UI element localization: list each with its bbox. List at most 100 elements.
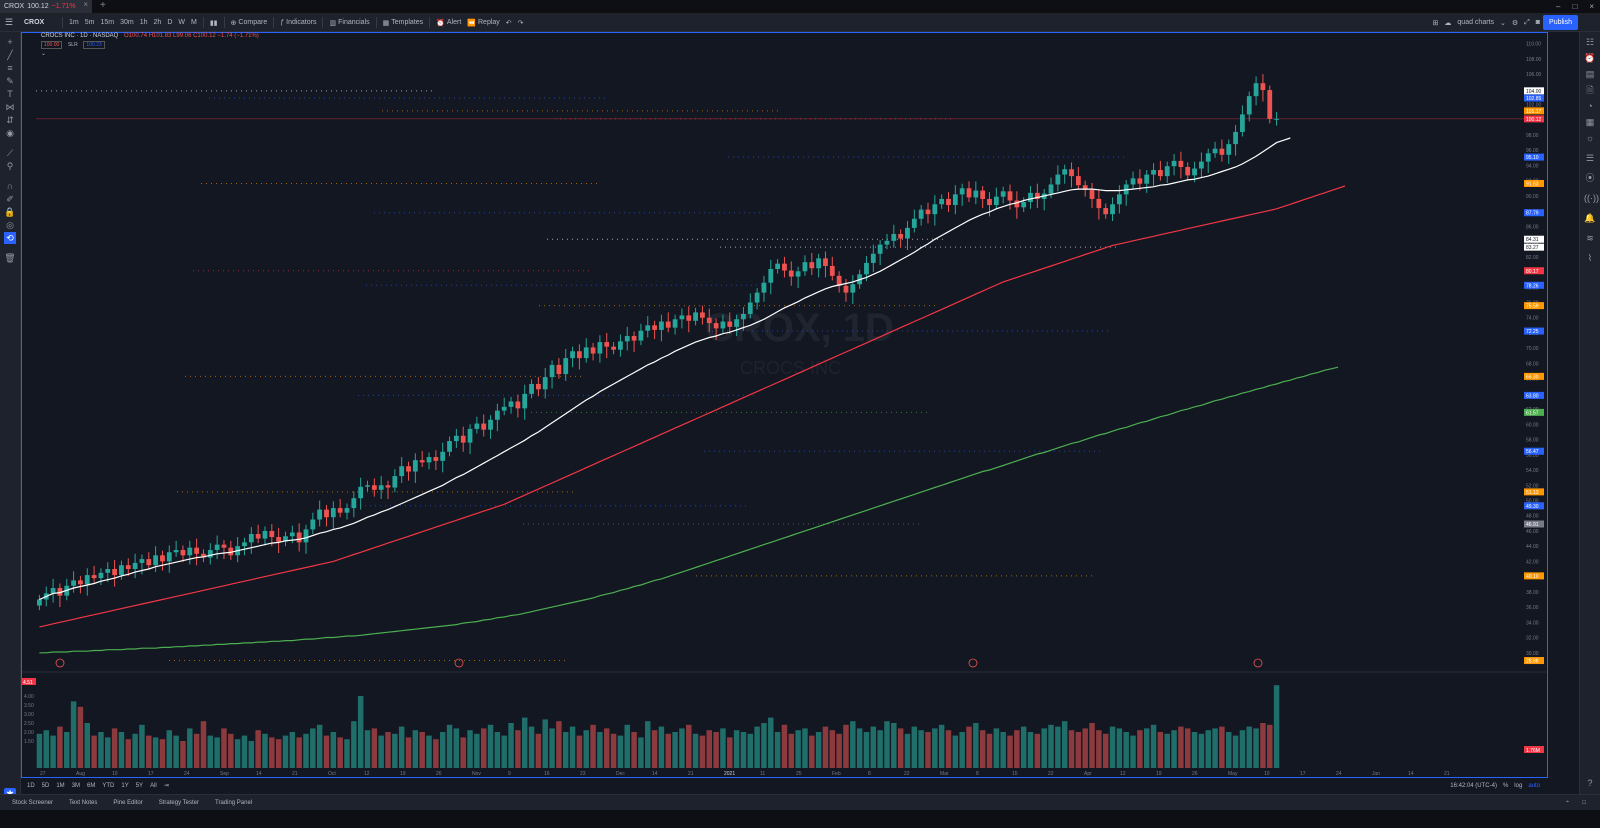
legend-ma-1[interactable]: 100.00	[41, 41, 63, 49]
ideas-icon[interactable]: ☼	[1585, 133, 1595, 143]
alert-button[interactable]: ⏰ Alert	[436, 19, 461, 27]
range-6m[interactable]: 6M	[87, 782, 96, 789]
camera-icon[interactable]: ◙	[1535, 19, 1540, 26]
chevron-down-icon[interactable]: ⌄	[1500, 19, 1506, 27]
interval-30m[interactable]: 30m	[120, 19, 134, 26]
range-ytd[interactable]: YTD	[102, 782, 115, 789]
interval-w[interactable]: W	[178, 19, 185, 26]
eye-icon[interactable]: ◉	[6, 128, 14, 138]
bar-style-icon[interactable]: ▮▮	[209, 19, 218, 27]
templates-icon: ▦	[382, 19, 390, 27]
interval-2h[interactable]: 2h	[153, 19, 162, 26]
financials-button[interactable]: ▥ Financials	[329, 19, 369, 27]
price-axis-label: 48.00	[1526, 514, 1539, 520]
tab-stock-screener[interactable]: Stock Screener	[12, 800, 54, 806]
maximize-panel-icon[interactable]: □	[1582, 800, 1586, 806]
scale-log[interactable]: log	[1514, 782, 1523, 789]
alerts-icon[interactable]: ⏰	[1584, 53, 1596, 63]
news-icon[interactable]: ▦	[1585, 117, 1595, 127]
tab-trading-panel[interactable]: Trading Panel	[215, 800, 253, 806]
stay-drawing-icon[interactable]: ✐	[6, 194, 14, 204]
hotlist-icon[interactable]: 🗎	[1586, 85, 1594, 95]
trash-icon[interactable]: 🗑	[4, 253, 16, 263]
candle-body	[1151, 170, 1156, 175]
chart-pane[interactable]	[21, 32, 1548, 778]
indicators-button[interactable]: ƒ Indicators	[280, 19, 316, 26]
tab-pine-editor[interactable]: Pine Editor	[113, 800, 143, 806]
interval-5m[interactable]: 5m	[84, 19, 95, 26]
layout-name[interactable]: quad charts	[1457, 19, 1494, 26]
publish-button[interactable]: Publish	[1543, 15, 1578, 30]
maximize-icon[interactable]: □	[1572, 2, 1578, 11]
help-circle-icon[interactable]: ?	[1587, 778, 1593, 788]
templates-button[interactable]: ▦ Templates	[383, 19, 424, 27]
broadcast-icon[interactable]: ((·))	[1584, 193, 1599, 203]
range-all[interactable]: All	[150, 782, 157, 789]
data-window-icon[interactable]: ▤	[1585, 69, 1595, 79]
close-window-icon[interactable]: ×	[1589, 2, 1594, 11]
ruler-icon[interactable]: ⟋	[6, 148, 14, 158]
redo-icon[interactable]: ↷	[517, 19, 524, 27]
hide-icon[interactable]: ◎	[6, 220, 14, 230]
interval-d[interactable]: D	[167, 19, 173, 26]
minimize-icon[interactable]: –	[1556, 2, 1561, 11]
watchlist-icon[interactable]: ☷	[1585, 37, 1595, 47]
prediction-icon[interactable]: ⇵	[6, 115, 14, 125]
settings-icon[interactable]: ⚙	[1511, 19, 1519, 27]
new-tab-icon[interactable]: +	[100, 0, 106, 11]
sync-icon[interactable]: ⟲	[4, 232, 16, 244]
streams-icon[interactable]: ⦿	[1585, 173, 1595, 183]
order-panel-icon[interactable]: ≋	[1586, 233, 1594, 243]
range-1y[interactable]: 1Y	[121, 782, 129, 789]
replay-button[interactable]: ⏪ Replay	[467, 19, 500, 27]
layout-icon[interactable]: ⊞	[1432, 19, 1439, 27]
legend-ma-2[interactable]: SLR	[67, 42, 78, 48]
range-5d[interactable]: 5D	[41, 782, 50, 789]
price-tag-label: 51.13	[1526, 490, 1539, 496]
menu-icon[interactable]: ☰	[5, 17, 14, 27]
calendar-icon[interactable]: ◔	[1587, 101, 1593, 111]
close-tab-icon[interactable]: ×	[83, 0, 88, 9]
trend-line-icon[interactable]: ╱	[7, 50, 13, 60]
fullscreen-icon[interactable]: ⤢	[1524, 18, 1530, 26]
interval-m[interactable]: M	[190, 19, 197, 26]
lock-icon[interactable]: 🔒	[4, 207, 16, 217]
fib-icon[interactable]: ≡	[7, 63, 13, 73]
magnet-icon[interactable]: ∩	[6, 181, 14, 191]
candle-body	[952, 194, 958, 206]
legend-ma-3[interactable]: 100.23	[83, 41, 105, 49]
range-3m[interactable]: 3M	[71, 782, 81, 789]
chat-icon[interactable]: ☰	[1585, 153, 1595, 163]
candle-body	[905, 227, 910, 239]
tab-strategy-tester[interactable]: Strategy Tester	[158, 800, 199, 806]
volume-bar	[645, 721, 651, 768]
time-axis-label: 14	[1408, 771, 1414, 777]
crosshair-icon[interactable]: +	[7, 37, 13, 47]
range-1d[interactable]: 1D	[27, 782, 35, 789]
dom-icon[interactable]: ⌇	[1587, 253, 1593, 263]
scale-auto[interactable]: auto	[1528, 782, 1540, 789]
pattern-icon[interactable]: ⋈	[5, 102, 15, 112]
candle-body	[365, 485, 370, 487]
browser-tab-crox[interactable]: CROX 100.12 −1.71% ×	[0, 0, 92, 13]
symbol-search[interactable]: CROX	[24, 19, 45, 26]
zoom-icon[interactable]: ⚲	[6, 161, 14, 171]
compare-button[interactable]: ⊕ Compare	[231, 19, 268, 27]
brush-icon[interactable]: ✎	[6, 76, 14, 86]
scale-percent[interactable]: %	[1502, 782, 1509, 789]
notifications-icon[interactable]: 🔔	[1584, 213, 1596, 223]
price-axis-label: 96.00	[1526, 148, 1539, 154]
goto-date-icon[interactable]: ⇥	[163, 783, 169, 789]
collapse-panel-icon[interactable]: ⌃	[1564, 800, 1570, 807]
legend-collapse-icon[interactable]: ⌄	[41, 51, 47, 57]
clock-readout[interactable]: 16:42:04 (UTC-4)	[1450, 782, 1497, 789]
interval-1h[interactable]: 1h	[139, 19, 148, 26]
interval-1m[interactable]: 1m	[69, 19, 79, 26]
undo-icon[interactable]: ↶	[505, 19, 512, 27]
text-icon[interactable]: T	[7, 89, 13, 99]
range-5y[interactable]: 5Y	[135, 782, 144, 789]
tab-text-notes[interactable]: Text Notes	[69, 800, 98, 806]
range-1m[interactable]: 1M	[56, 782, 65, 789]
interval-15m[interactable]: 15m	[100, 19, 115, 26]
